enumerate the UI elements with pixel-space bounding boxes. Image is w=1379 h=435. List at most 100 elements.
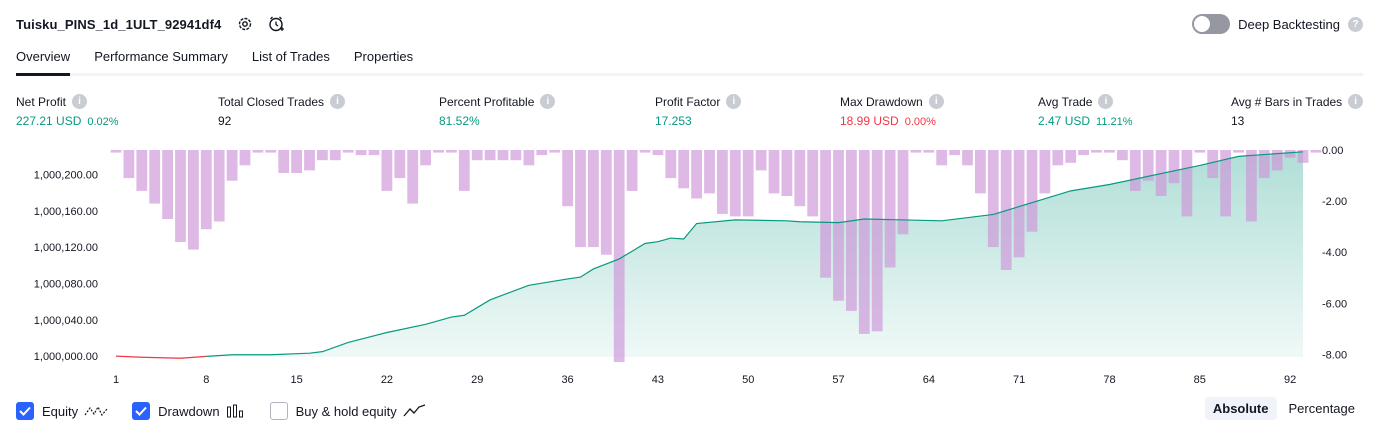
x-tick-label: 78 [1103, 374, 1115, 386]
y-tick-label: 1,000,120.00 [34, 242, 98, 254]
drawdown-bar [1091, 150, 1102, 153]
drawdown-bar [898, 150, 909, 234]
drawdown-bar [1027, 150, 1038, 232]
drawdown-bar [1233, 150, 1244, 153]
drawdown-bar [175, 150, 186, 242]
metric-percent: 0.02% [87, 116, 118, 128]
deep-backtesting-toggle[interactable] [1192, 14, 1230, 34]
metric-value: 2.47 USD [1038, 114, 1090, 128]
metric-value: 13 [1231, 114, 1244, 128]
metric-label: Net Profit [16, 95, 66, 109]
equity-drawdown-chart[interactable]: 1,000,000.00 1,000,040.00 1,000,080.00 1,00… [0, 140, 1379, 390]
drawdown-bar [730, 150, 741, 216]
drawdown-bars-icon [226, 404, 246, 418]
settings-gear-icon[interactable] [235, 14, 255, 34]
drawdown-bar [640, 150, 651, 153]
metric-profit-factor: Profit Factor i 17.253 [655, 94, 741, 128]
metric-label: Avg Trade [1038, 95, 1092, 109]
drawdown-bar [1285, 150, 1296, 158]
x-tick-label: 43 [652, 374, 664, 386]
info-icon[interactable]: i [72, 94, 87, 109]
buy-hold-line-icon [403, 404, 427, 418]
tab-list-of-trades[interactable]: List of Trades [252, 46, 330, 73]
x-tick-label: 1 [113, 374, 119, 386]
metric-value: 92 [218, 114, 231, 128]
drawdown-bar [394, 150, 405, 178]
drawdown-bar [859, 150, 870, 334]
drawdown-bar [433, 150, 444, 153]
tab-overview[interactable]: Overview [16, 46, 70, 76]
drawdown-bar [704, 150, 715, 193]
metric-value: 17.253 [655, 114, 692, 128]
drawdown-bar [678, 150, 689, 188]
y-tick-label: 1,000,040.00 [34, 315, 98, 327]
tab-performance-summary[interactable]: Performance Summary [94, 46, 228, 73]
x-tick-label: 64 [923, 374, 935, 386]
drawdown-bar [227, 150, 238, 181]
deep-backtesting-control: Deep Backtesting ? [1192, 12, 1363, 36]
drawdown-bar [846, 150, 857, 311]
checkbox-checked-icon[interactable] [16, 402, 34, 420]
x-axis: 1 8 15 22 29 36 43 50 57 64 71 78 85 92 [113, 374, 1296, 386]
checkbox-checked-icon[interactable] [132, 402, 150, 420]
drawdown-bar [820, 150, 831, 278]
metric-max-drawdown: Max Drawdown i 18.99 USD 0.00% [840, 94, 944, 128]
drawdown-bar [369, 150, 380, 155]
drawdown-bar [975, 150, 986, 193]
drawdown-bar [1078, 150, 1089, 155]
left-axis: 1,000,000.00 1,000,040.00 1,000,080.00 1,00… [34, 170, 98, 364]
info-icon[interactable]: i [1348, 94, 1363, 109]
drawdown-bar [446, 150, 457, 153]
y2-tick-label: 0.00 [1322, 145, 1343, 157]
y2-tick-label: -2.00 [1322, 196, 1347, 208]
drawdown-bar [472, 150, 483, 160]
drawdown-bar [794, 150, 805, 206]
drawdown-bar [407, 150, 418, 204]
report-tabs: Overview Performance Summary List of Tra… [16, 46, 1363, 76]
info-icon[interactable]: i [330, 94, 345, 109]
legend-equity[interactable]: Equity [16, 402, 108, 420]
drawdown-bar [1194, 150, 1205, 153]
drawdown-bar [1104, 150, 1115, 153]
tab-properties[interactable]: Properties [354, 46, 413, 73]
mode-percentage-button[interactable]: Percentage [1281, 397, 1364, 420]
x-tick-label: 50 [742, 374, 754, 386]
drawdown-bar [265, 150, 276, 153]
drawdown-bar [459, 150, 470, 191]
info-icon[interactable]: i [1098, 94, 1113, 109]
y-tick-label: 1,000,200.00 [34, 170, 98, 182]
x-tick-label: 92 [1284, 374, 1296, 386]
drawdown-bar [124, 150, 135, 178]
mode-absolute-button[interactable]: Absolute [1205, 397, 1277, 420]
drawdown-bar [1207, 150, 1218, 178]
add-alert-clock-icon[interactable] [267, 14, 287, 34]
drawdown-bar [498, 150, 509, 160]
drawdown-bar [201, 150, 212, 229]
info-icon[interactable]: ? [1348, 17, 1363, 32]
drawdown-bar [524, 150, 535, 165]
checkbox-unchecked-icon[interactable] [270, 402, 288, 420]
drawdown-bar [214, 150, 225, 222]
info-icon[interactable]: i [540, 94, 555, 109]
strategy-title: Tuisku_PINS_1d_1ULT_92941df4 [16, 17, 221, 32]
legend-buy-hold[interactable]: Buy & hold equity [270, 402, 427, 420]
drawdown-bar [188, 150, 199, 250]
drawdown-bar [149, 150, 160, 204]
drawdown-bar [420, 150, 431, 165]
deep-backtesting-label: Deep Backtesting [1238, 17, 1340, 32]
x-tick-label: 15 [291, 374, 303, 386]
drawdown-bar [717, 150, 728, 214]
x-tick-label: 36 [561, 374, 573, 386]
metric-percent: 0.00% [905, 116, 936, 128]
drawdown-bar [807, 150, 818, 216]
metric-label: Profit Factor [655, 95, 720, 109]
legend-label: Buy & hold equity [296, 404, 397, 419]
drawdown-bar [253, 150, 264, 153]
drawdown-bar [536, 150, 547, 155]
report-header: Tuisku_PINS_1d_1ULT_92941df4 [16, 12, 287, 36]
metric-avg-bars-in-trades: Avg # Bars in Trades i 13 [1231, 94, 1363, 128]
info-icon[interactable]: i [726, 94, 741, 109]
info-icon[interactable]: i [929, 94, 944, 109]
legend-drawdown[interactable]: Drawdown [132, 402, 245, 420]
drawdown-bar [511, 150, 522, 160]
